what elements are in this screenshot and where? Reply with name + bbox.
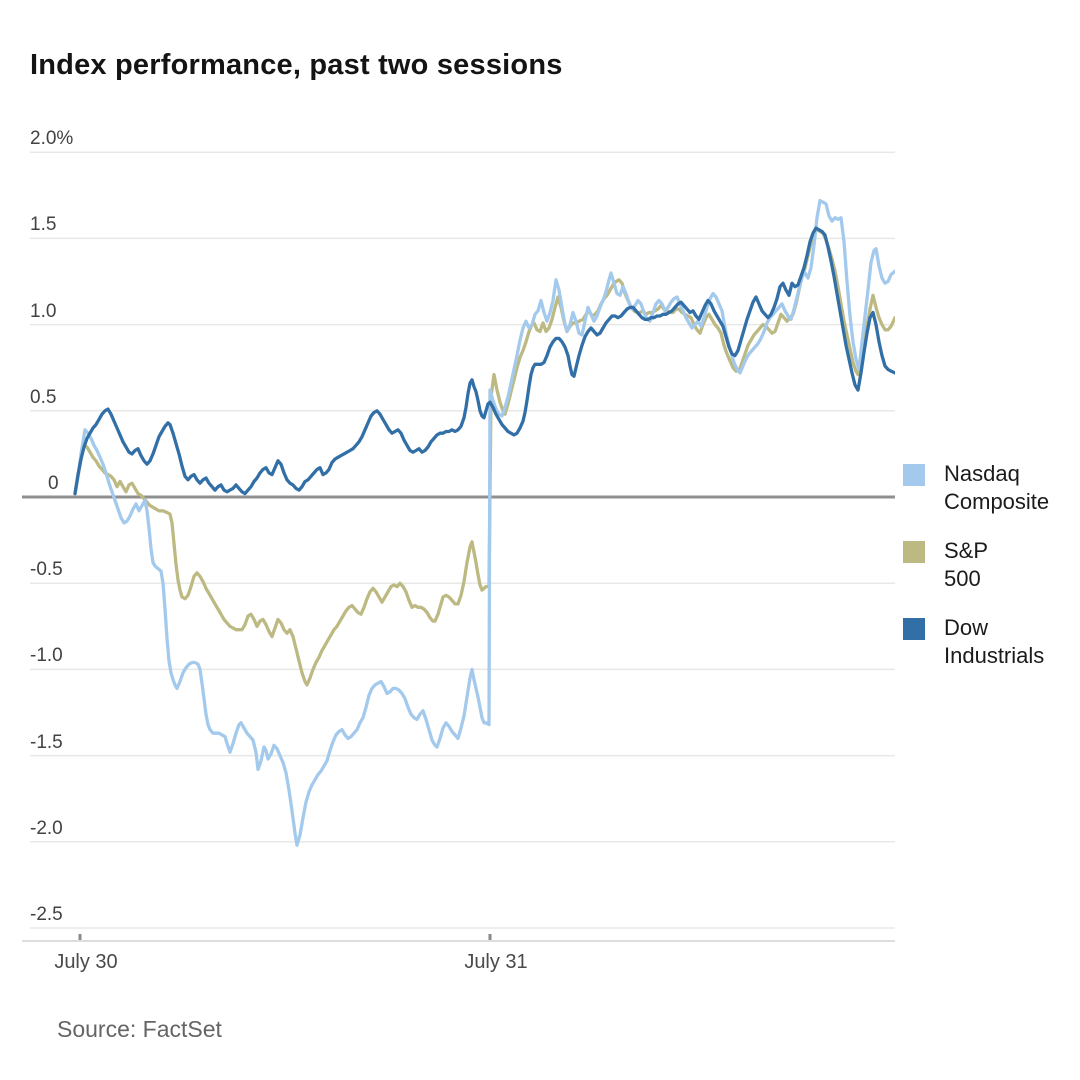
- sp500-swatch-icon: [903, 541, 925, 563]
- legend-label-sp500: S&P 500: [944, 538, 989, 591]
- legend-item-nasdaq: Nasdaq Composite: [903, 460, 1049, 516]
- legend-label-nasdaq: Nasdaq Composite: [944, 461, 1050, 514]
- y-axis-label: 0: [48, 473, 59, 494]
- line-chart: [22, 151, 895, 942]
- chart-legend: Nasdaq Composite S&P 500 Dow Industrials: [903, 460, 1049, 670]
- y-axis-label: 1.5: [30, 214, 57, 236]
- y-axis-label: -2.5: [30, 904, 63, 925]
- nasdaq-swatch-icon: [903, 464, 925, 486]
- page-title: Index performance, past two sessions: [30, 49, 563, 82]
- legend-item-sp500: S&P 500: [903, 537, 1049, 593]
- y-axis-label: 1.0: [30, 300, 57, 322]
- y-axis-label: 2.0%: [30, 128, 74, 150]
- series-line-dow-industrials: [73, 226, 895, 496]
- legend-item-dow: Dow Industrials: [903, 614, 1049, 670]
- y-axis-label: -1.5: [30, 731, 63, 753]
- series-line-s-p-500: [73, 228, 895, 687]
- y-axis-label: -1.0: [30, 645, 63, 667]
- legend-label-dow: Dow Industrials: [944, 615, 1045, 668]
- x-axis-label: July 30: [54, 951, 118, 973]
- x-axis-label: July 31: [464, 951, 528, 973]
- y-axis-label: -2.0: [30, 817, 63, 839]
- y-axis-label: -0.5: [30, 559, 63, 581]
- dow-swatch-icon: [903, 618, 925, 640]
- series-line-nasdaq-composite: [73, 198, 895, 847]
- source-note: Source: FactSet: [57, 1016, 222, 1042]
- y-axis-label: 0.5: [30, 386, 57, 408]
